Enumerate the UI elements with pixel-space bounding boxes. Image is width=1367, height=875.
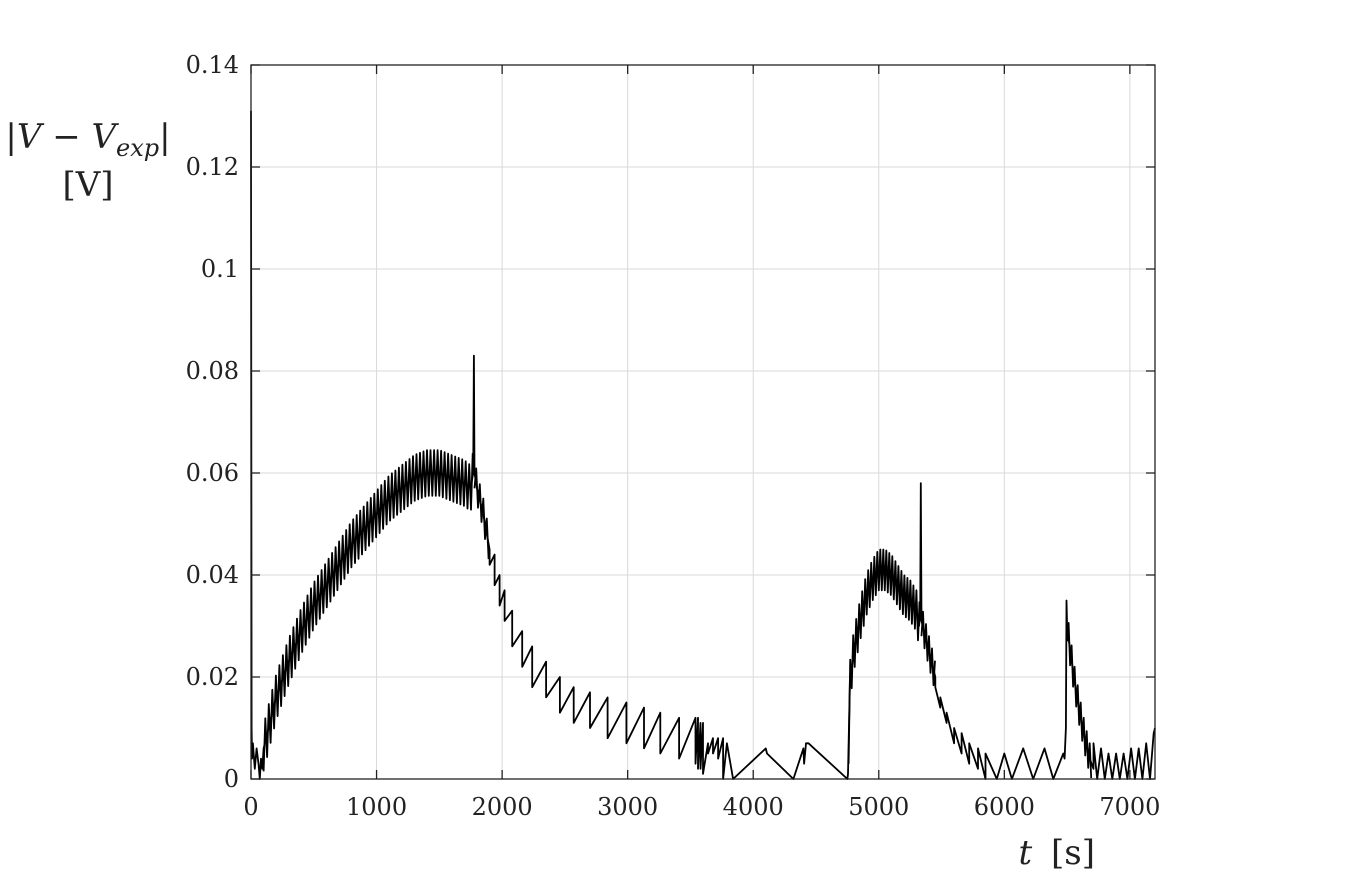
y-tick-label: 0.14 (186, 51, 239, 79)
y-axis-label-close: | (159, 117, 170, 157)
y-axis-label-unit: [V] (62, 165, 113, 205)
grid-lines (250, 64, 1155, 780)
y-tick-labels: 0 0.02 0.04 0.06 0.08 0.1 0.12 0.14 (186, 51, 239, 793)
plot-frame (250, 64, 1156, 780)
y-tick-label: 0.08 (186, 357, 239, 385)
y-tick-label: 0.04 (186, 561, 239, 589)
x-tick-label: 7000 (1099, 793, 1160, 821)
oscillation-band-4 (1066, 622, 1093, 779)
y-tick-label: 0.12 (186, 153, 239, 181)
oscillation-band-0 (262, 449, 474, 772)
y-tick-label: 0.1 (201, 255, 239, 283)
y-axis-label-subscript: exp (116, 134, 159, 162)
x-tick-label: 4000 (723, 793, 784, 821)
y-tick-label: 0.02 (186, 663, 239, 691)
y-tick-label: 0 (224, 765, 239, 793)
x-tick-label: 6000 (974, 793, 1035, 821)
x-tick-labels: 0 1000 2000 3000 4000 5000 6000 7000 (243, 793, 1160, 821)
x-tick-label: 2000 (472, 793, 533, 821)
axis-ticks (250, 64, 1155, 780)
y-axis-label-line1: |V − Vexp| (5, 117, 170, 162)
x-axis-label-unit: [s] (1051, 833, 1095, 873)
x-axis-label-variable: t (1019, 833, 1033, 873)
x-axis-label: t [s] (1019, 833, 1095, 873)
x-tick-label: 5000 (848, 793, 909, 821)
x-tick-label: 1000 (346, 793, 407, 821)
x-tick-label: 0 (243, 793, 258, 821)
series-line (250, 110, 1156, 780)
y-tick-label: 0.06 (186, 459, 239, 487)
oscillation-band-2 (847, 548, 921, 764)
x-tick-label: 3000 (597, 793, 658, 821)
y-axis-label-main: |V − V (5, 117, 119, 157)
